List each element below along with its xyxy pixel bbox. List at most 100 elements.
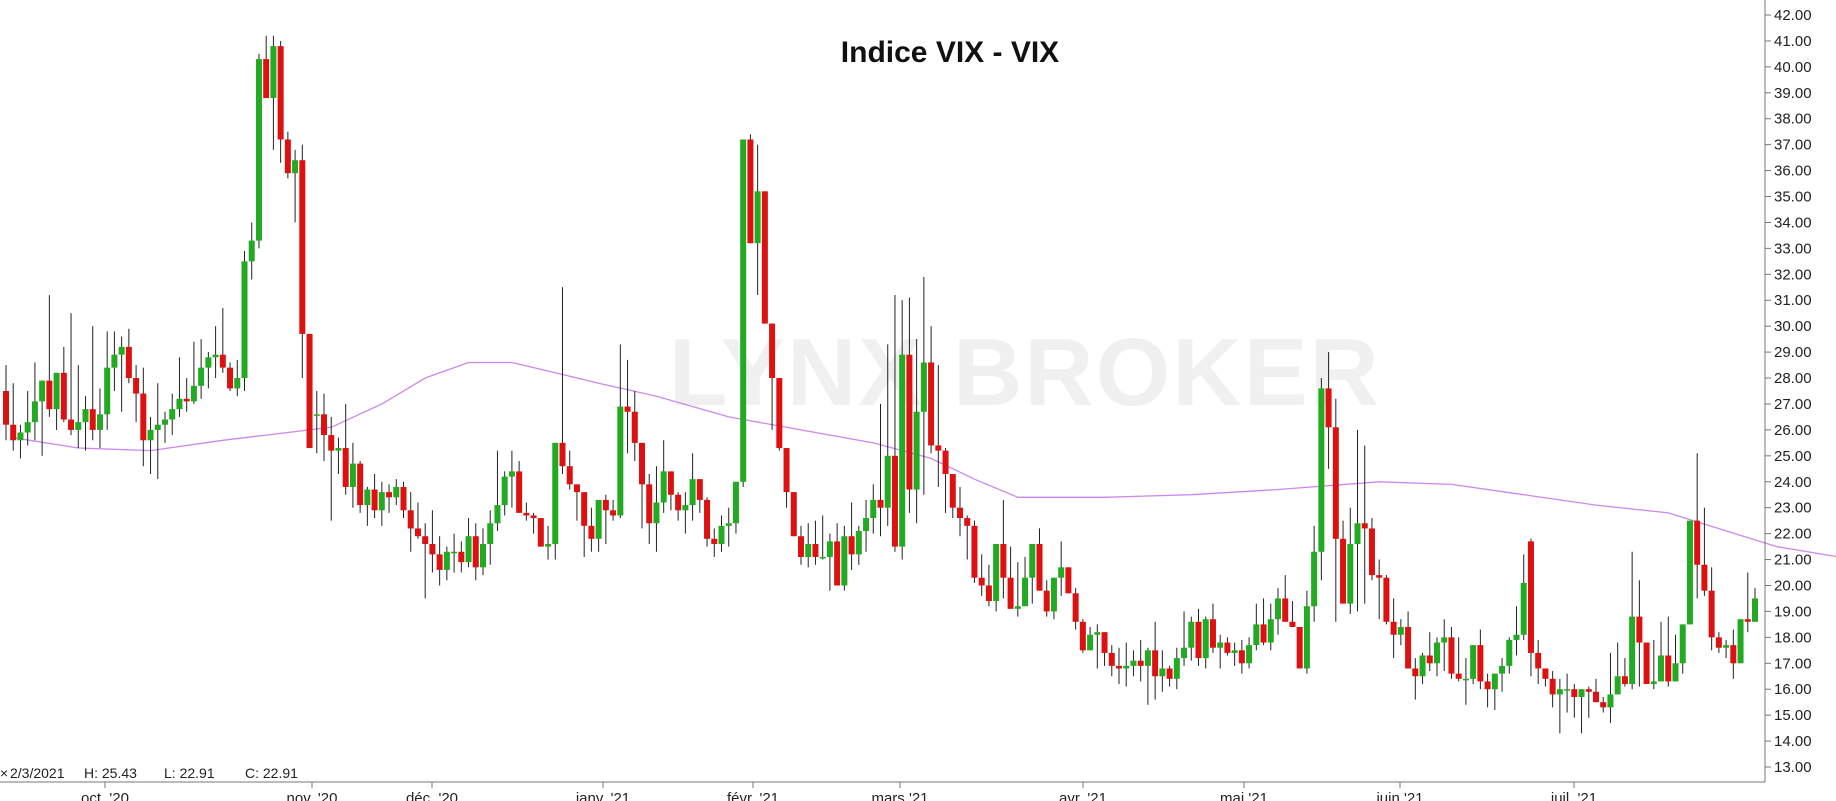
candle-body-down xyxy=(1549,678,1556,695)
candle-body-down xyxy=(1325,388,1332,428)
candle-body-up xyxy=(1275,598,1281,620)
candle-body-up xyxy=(1217,642,1224,648)
candle-body-down xyxy=(696,479,703,500)
candle-body-up xyxy=(1556,689,1563,695)
y-tick-label: 22.00 xyxy=(1774,526,1812,543)
candle-body-down xyxy=(1137,660,1144,666)
candle-body-down xyxy=(1289,621,1296,627)
candle-body-down xyxy=(747,139,754,244)
y-tick-label: 29.00 xyxy=(1774,344,1812,361)
candle-body-down xyxy=(1730,645,1737,664)
candle-body-up xyxy=(725,523,732,526)
candle-body-up xyxy=(1499,665,1506,674)
candle-body-up xyxy=(487,523,494,544)
candle-body-down xyxy=(769,323,776,379)
candle-body-up xyxy=(1123,665,1130,669)
candle-body-up xyxy=(75,422,82,430)
candle-body-up xyxy=(1672,663,1679,682)
candle-body-up xyxy=(154,424,161,430)
candle-body-down xyxy=(891,455,898,547)
candle-body-up xyxy=(248,240,255,262)
y-tick-label: 30.00 xyxy=(1774,318,1812,335)
candle-body-down xyxy=(284,139,291,174)
y-tick-label: 17.00 xyxy=(1774,655,1812,672)
candle-body-down xyxy=(1166,668,1173,679)
candle-body-up xyxy=(1578,689,1585,697)
candle-body-up xyxy=(393,486,400,498)
y-tick-label: 42.00 xyxy=(1774,7,1812,24)
candle-body-up xyxy=(1202,619,1209,659)
candle-body-down xyxy=(1484,681,1491,690)
candle-body-up xyxy=(1491,673,1498,690)
candle-body-down xyxy=(1448,637,1455,674)
candle-body-up xyxy=(1419,655,1426,677)
y-tick-label: 31.00 xyxy=(1774,292,1812,309)
candle-body-up xyxy=(1513,634,1520,640)
candle-body-down xyxy=(1376,575,1383,578)
candle-body-up xyxy=(1434,642,1440,664)
candle-body-down xyxy=(877,499,884,508)
x-tick-label: oct. '20 xyxy=(81,790,129,801)
candle-body-up xyxy=(1087,634,1094,651)
candle-body-up xyxy=(1231,650,1238,653)
candle-body-up xyxy=(1094,632,1101,635)
candle-body-down xyxy=(971,525,978,578)
y-tick-label: 16.00 xyxy=(1774,681,1812,698)
candle-body-up xyxy=(718,525,725,544)
candle-body-down xyxy=(516,471,523,513)
candle-body-down xyxy=(1621,676,1628,685)
candle-body-down xyxy=(942,450,949,474)
candle-body-down xyxy=(1296,626,1303,669)
candle-body-up xyxy=(96,414,103,430)
candle-body-up xyxy=(1347,543,1354,604)
candle-body-down xyxy=(783,448,790,493)
candle-body-up xyxy=(826,541,833,557)
candle-body-down xyxy=(328,435,335,451)
candle-body-down xyxy=(646,484,653,524)
y-axis-ticks: 13.00 14.00 15.00 16.00 17.00 18.00 19.00 20.00… xyxy=(1765,7,1812,776)
candle-body-down xyxy=(711,538,718,544)
candle-body-down xyxy=(60,372,67,420)
candle-body-up xyxy=(255,59,262,241)
y-tick-label: 26.00 xyxy=(1774,422,1812,439)
candle-body-up xyxy=(349,463,356,487)
x-tick-label: nov. '20 xyxy=(287,790,338,801)
candle-body-down xyxy=(1390,621,1397,635)
candle-body-up xyxy=(1029,543,1036,578)
candle-body-up xyxy=(617,406,624,516)
candle-body-up xyxy=(1397,626,1404,635)
info-high: H: 25.43 xyxy=(84,765,137,781)
candle-body-up xyxy=(1679,624,1686,664)
candle-body-up xyxy=(552,442,559,544)
candle-body-down xyxy=(566,466,573,485)
candle-body-up xyxy=(465,536,472,563)
candle-body-up xyxy=(1629,616,1636,685)
y-tick-label: 18.00 xyxy=(1774,629,1812,646)
candle-body-up xyxy=(805,543,812,557)
y-tick-label: 33.00 xyxy=(1774,240,1812,257)
candle-body-up xyxy=(819,556,826,559)
candle-body-down xyxy=(219,354,226,368)
candle-body-up xyxy=(913,411,920,490)
y-tick-label: 20.00 xyxy=(1774,577,1812,594)
candle-body-up xyxy=(1022,577,1029,607)
candle-body-down xyxy=(371,489,378,511)
candle-body-up xyxy=(1564,689,1571,691)
candle-body-up xyxy=(740,139,747,482)
candle-body-down xyxy=(978,577,985,586)
candle-body-up xyxy=(1686,520,1693,625)
candle-body-down xyxy=(1116,665,1122,669)
candle-body-up xyxy=(443,551,450,570)
candle-body-up xyxy=(241,261,248,379)
candle-body-down xyxy=(1542,668,1549,679)
candle-body-down xyxy=(1007,577,1014,609)
candle-body-down xyxy=(957,507,963,519)
candle-body-down xyxy=(400,486,407,511)
candle-body-down xyxy=(1426,655,1433,664)
candle-body-up xyxy=(920,362,927,412)
candle-body-up xyxy=(1470,645,1477,679)
candle-body-down xyxy=(559,442,566,467)
candle-body-up xyxy=(378,492,385,511)
candle-body-down xyxy=(523,512,530,516)
